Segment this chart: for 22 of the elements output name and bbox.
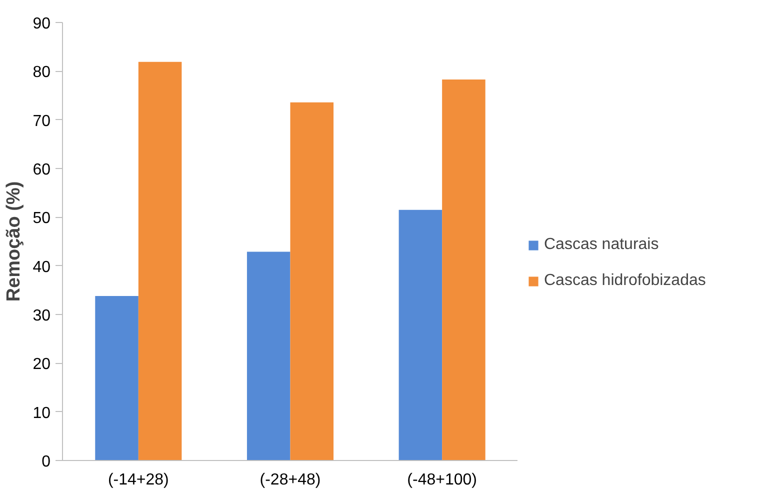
y-tick-label: 60	[32, 162, 51, 178]
y-tick-label: 50	[32, 210, 51, 228]
bar	[290, 102, 334, 460]
y-axis-title: Remoção (%)	[4, 181, 25, 302]
y-tick-label: 0	[42, 454, 51, 470]
bar	[398, 210, 442, 460]
bar	[95, 296, 138, 460]
y-tick-label: 40	[32, 258, 51, 276]
legend-label: Cascas naturais	[544, 236, 659, 254]
x-tick-label: (-48+100)	[407, 472, 477, 488]
y-tick-label: 90	[32, 16, 51, 32]
bar	[138, 62, 182, 460]
y-tick-label: 10	[32, 404, 51, 422]
y-tick-label: 70	[32, 112, 51, 130]
bar	[442, 79, 486, 460]
y-tick-label: 80	[32, 64, 51, 82]
legend-label: Cascas hidrofobizadas	[544, 272, 706, 290]
x-tick-label: (-28+48)	[260, 472, 321, 488]
bar	[246, 252, 290, 460]
y-tick-label: 20	[32, 356, 51, 374]
y-tick-label: 30	[32, 308, 51, 324]
x-tick-label: (-14+28)	[108, 472, 169, 488]
